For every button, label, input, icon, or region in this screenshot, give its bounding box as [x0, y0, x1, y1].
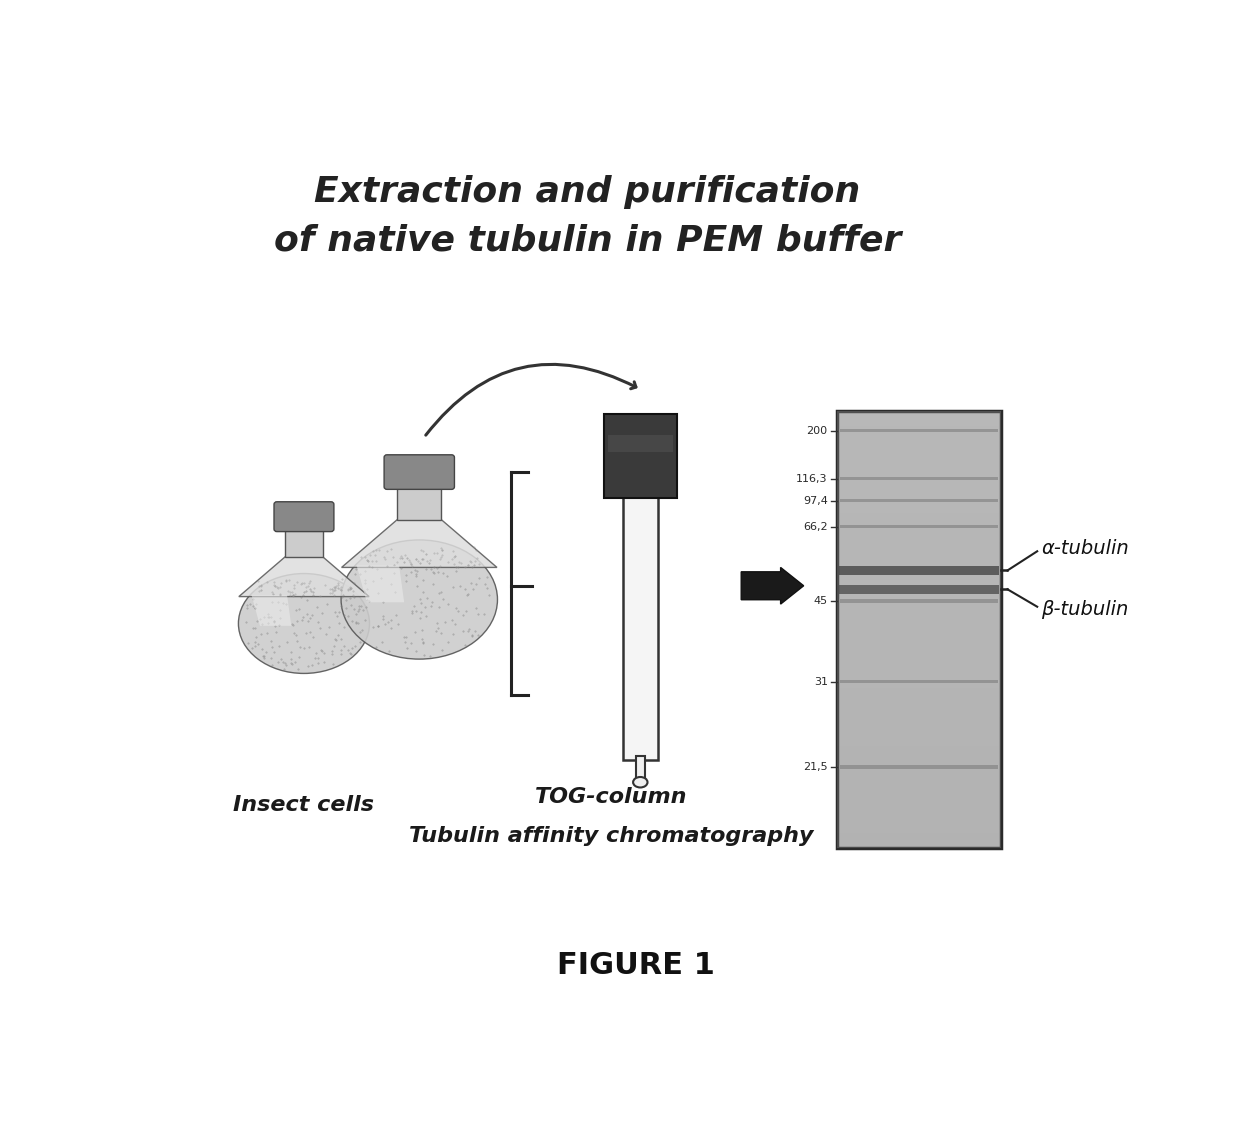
- Bar: [837, 440, 1001, 455]
- Text: of native tubulin in PEM buffer: of native tubulin in PEM buffer: [274, 223, 901, 257]
- Ellipse shape: [341, 540, 497, 659]
- Bar: [837, 615, 1001, 629]
- Text: 200: 200: [806, 425, 828, 435]
- Bar: [837, 674, 1001, 687]
- Bar: [837, 527, 1001, 542]
- FancyBboxPatch shape: [274, 501, 334, 532]
- Bar: [837, 804, 1001, 819]
- Bar: [837, 600, 1001, 615]
- Text: 97,4: 97,4: [802, 496, 828, 506]
- Bar: [837, 412, 1001, 425]
- Bar: [837, 469, 1001, 484]
- Bar: [285, 527, 322, 557]
- Text: Tubulin affinity chromatography: Tubulin affinity chromatography: [409, 826, 813, 846]
- Text: 66,2: 66,2: [804, 522, 828, 532]
- Text: 21,5: 21,5: [804, 762, 828, 772]
- Text: α-tubulin: α-tubulin: [1042, 539, 1128, 558]
- Text: TOG-column: TOG-column: [536, 787, 688, 806]
- Bar: [841, 765, 998, 769]
- Text: Insect cells: Insect cells: [233, 795, 374, 815]
- Bar: [837, 717, 1001, 731]
- Bar: [837, 644, 1001, 659]
- Ellipse shape: [238, 574, 370, 674]
- Bar: [608, 435, 673, 451]
- Bar: [837, 731, 1001, 746]
- Bar: [841, 525, 998, 528]
- Text: FIGURE 1: FIGURE 1: [557, 951, 714, 980]
- Bar: [839, 566, 998, 575]
- Polygon shape: [341, 519, 497, 567]
- Bar: [837, 572, 1001, 586]
- Text: β-tubulin: β-tubulin: [1042, 600, 1128, 619]
- Bar: [622, 442, 657, 761]
- Bar: [837, 542, 1001, 557]
- Bar: [837, 484, 1001, 499]
- Bar: [841, 600, 998, 602]
- Bar: [837, 425, 1001, 440]
- Bar: [837, 499, 1001, 513]
- Bar: [837, 557, 1001, 572]
- Bar: [837, 789, 1001, 804]
- Bar: [837, 513, 1001, 527]
- Ellipse shape: [634, 777, 647, 787]
- Polygon shape: [252, 595, 291, 626]
- Bar: [397, 485, 441, 519]
- Bar: [839, 585, 998, 593]
- Bar: [841, 477, 998, 481]
- Bar: [837, 761, 1001, 775]
- Bar: [837, 819, 1001, 833]
- Polygon shape: [239, 557, 370, 596]
- Bar: [841, 680, 998, 684]
- Bar: [837, 629, 1001, 644]
- Text: 116,3: 116,3: [796, 474, 828, 484]
- Bar: [837, 833, 1001, 848]
- Bar: [837, 659, 1001, 674]
- Bar: [841, 499, 998, 502]
- Bar: [837, 687, 1001, 702]
- Polygon shape: [357, 566, 404, 602]
- Text: Extraction and purification: Extraction and purification: [314, 176, 861, 210]
- Bar: [837, 455, 1001, 469]
- Bar: [604, 414, 677, 499]
- FancyArrow shape: [742, 567, 804, 604]
- Bar: [837, 586, 1001, 600]
- Bar: [841, 429, 998, 432]
- Text: 31: 31: [813, 677, 828, 687]
- Bar: [837, 775, 1001, 789]
- Bar: [837, 702, 1001, 717]
- Bar: [837, 412, 1001, 848]
- Bar: [837, 746, 1001, 761]
- Bar: [635, 756, 645, 782]
- FancyBboxPatch shape: [384, 455, 454, 490]
- Text: 45: 45: [813, 596, 828, 606]
